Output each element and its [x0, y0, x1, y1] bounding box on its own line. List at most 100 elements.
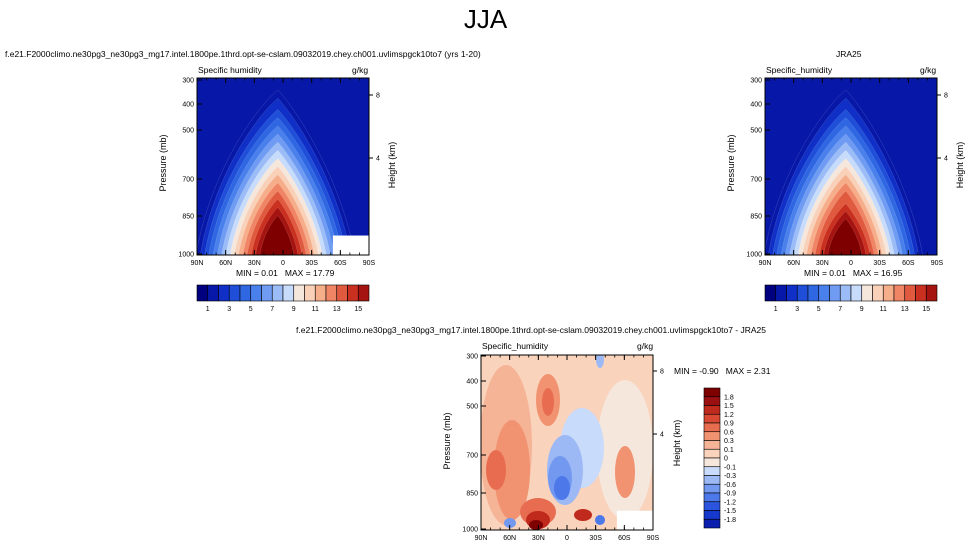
- diff-panel-title: f.e21.F2000climo.ne30pg3_ne30pg3_mg17.in…: [296, 325, 767, 335]
- obs-ytick-label: 700: [750, 177, 762, 184]
- diff-max-value: 2.31: [753, 366, 771, 376]
- diff-min-value: -0.90: [699, 366, 719, 376]
- diff-colorbar-box: [703, 466, 721, 476]
- model-colorbar-label: 11: [312, 306, 319, 313]
- diff-colorbar-label: 0.1: [724, 447, 734, 454]
- diff-contour-blob: [615, 446, 635, 498]
- model-colorbar-box: [196, 284, 209, 302]
- model-colorbar-box: [336, 284, 348, 302]
- obs-colorbar-label: 5: [817, 306, 821, 313]
- model-xtick-label: 30N: [248, 260, 261, 267]
- obs-colorbar-box: [872, 284, 884, 302]
- model-colorbar-box: [228, 284, 241, 302]
- model-xtick-label: 90S: [363, 260, 376, 267]
- diff-ytick-label: 500: [466, 404, 478, 411]
- model-colorbar-box: [282, 284, 295, 302]
- obs-min-value: 0.01: [829, 268, 846, 278]
- model-ytick-label: 500: [182, 128, 194, 135]
- model-colorbar-box: [239, 284, 252, 302]
- obs-xtick-label: 0: [849, 260, 853, 267]
- diff-colorbar-label: 0.3: [724, 438, 734, 445]
- model-colorbar-label: 3: [227, 306, 231, 313]
- diff-field: [481, 355, 653, 530]
- obs-xtick-label: 90S: [931, 260, 944, 267]
- obs-colorbar-box: [850, 284, 863, 302]
- model-ytick-label: 850: [182, 214, 194, 221]
- obs-ytick-label: 400: [750, 102, 762, 109]
- obs-stats: MIN = 0.01 MAX = 16.95: [804, 268, 902, 278]
- obs-colorbar-box: [775, 284, 787, 302]
- model-colorbar-label: 7: [270, 306, 274, 313]
- obs-colorbar-label: 13: [901, 306, 909, 313]
- diff-colorbar-box: [703, 431, 721, 441]
- obs-xtick-label: 30S: [873, 260, 886, 267]
- model-contour-level: [259, 215, 295, 255]
- diff-contour-blob: [595, 515, 605, 525]
- model-y2tick-label: 4: [376, 156, 380, 163]
- diff-contour-blob: [542, 388, 554, 416]
- obs-xtick-label: 60S: [902, 260, 915, 267]
- obs-plot: 90N 60N 30N 0 30S 60S 90S 300 400 500 700 850 1000 8 4…: [746, 77, 948, 313]
- obs-field: [765, 78, 937, 255]
- model-colorbar-box: [261, 284, 273, 302]
- model-xtick-label: 90N: [191, 260, 204, 267]
- obs-colorbar-box: [807, 284, 820, 302]
- model-colorbar-box: [325, 284, 338, 302]
- model-plot: 90N 60N 30N 0 30S 60S 90S 300 400 500 700 850 1000 8 4…: [178, 77, 380, 313]
- obs-ytick-label: 1000: [746, 252, 762, 259]
- model-colorbar-label: 15: [354, 306, 362, 313]
- model-colorbar-box: [304, 284, 316, 302]
- diff-contour-blob: [529, 520, 543, 530]
- diff-missing-area: [616, 510, 653, 530]
- obs-colorbar-box: [796, 284, 809, 302]
- diff-colorbar-box: [703, 387, 721, 398]
- model-colorbar-box: [347, 284, 359, 302]
- diff-stats: MIN = -0.90 MAX = 2.31: [674, 366, 770, 376]
- model-max-label: MAX =: [284, 268, 311, 278]
- model-colorbar-box: [293, 284, 305, 302]
- diff-colorbar-box: [703, 457, 721, 468]
- model-colorbar-box: [207, 284, 219, 302]
- diff-colorbar-label: -0.1: [724, 464, 736, 471]
- model-min-value: 0.01: [261, 268, 278, 278]
- model-xtick-label: 60S: [334, 260, 347, 267]
- obs-colorbar-box: [818, 284, 830, 302]
- diff-colorbar-box: [703, 396, 721, 406]
- diff-colorbar-label: -1.8: [724, 517, 736, 524]
- diff-contour-blob: [504, 518, 516, 528]
- obs-min-label: MIN =: [804, 268, 827, 278]
- diff-colorbar-label: -0.9: [724, 491, 736, 498]
- model-colorbar-label: 5: [249, 306, 253, 313]
- obs-colorbar-box: [829, 284, 841, 302]
- diff-ytick-label: 1000: [462, 527, 478, 534]
- diff-y2tick-label: 4: [660, 432, 664, 439]
- diff-colorbar-label: -1.2: [724, 499, 736, 506]
- diff-colorbar-label: 0.6: [724, 429, 734, 436]
- diff-plot: 90N 60N 30N 0 30S 60S 90S 300 400 500 700 850 1000 8 4…: [462, 354, 736, 543]
- diff-ytick-label: 850: [466, 491, 478, 498]
- obs-colorbar-box: [839, 284, 852, 302]
- diff-colorbar-box: [703, 405, 721, 415]
- obs-ytick-label: 300: [750, 78, 762, 85]
- figure-title: JJA: [463, 4, 508, 34]
- diff-xtick-label: 90S: [647, 535, 660, 542]
- obs-max-label: MAX =: [852, 268, 879, 278]
- model-colorbar-box: [250, 284, 262, 302]
- model-y2tick-label: 8: [376, 93, 380, 100]
- diff-colorbar-label: -1.5: [724, 508, 736, 515]
- obs-colorbar-box: [915, 284, 927, 302]
- diff-ytick-label: 300: [466, 354, 478, 361]
- model-colorbar-box: [218, 284, 230, 302]
- obs-max-value: 16.95: [881, 268, 903, 278]
- diff-colorbar-label: 1.5: [724, 403, 734, 410]
- obs-units-label: g/kg: [920, 65, 937, 75]
- obs-panel-title: JRA25: [836, 49, 862, 59]
- diff-colorbar-label: 0: [724, 456, 728, 463]
- obs-variable-label: Specific_humidity: [766, 65, 833, 75]
- model-units-label: g/kg: [352, 65, 369, 75]
- obs-colorbar-label: 3: [795, 306, 799, 313]
- diff-contour-blob: [494, 420, 530, 520]
- obs-colorbar-box: [786, 284, 798, 302]
- model-field: [197, 78, 369, 255]
